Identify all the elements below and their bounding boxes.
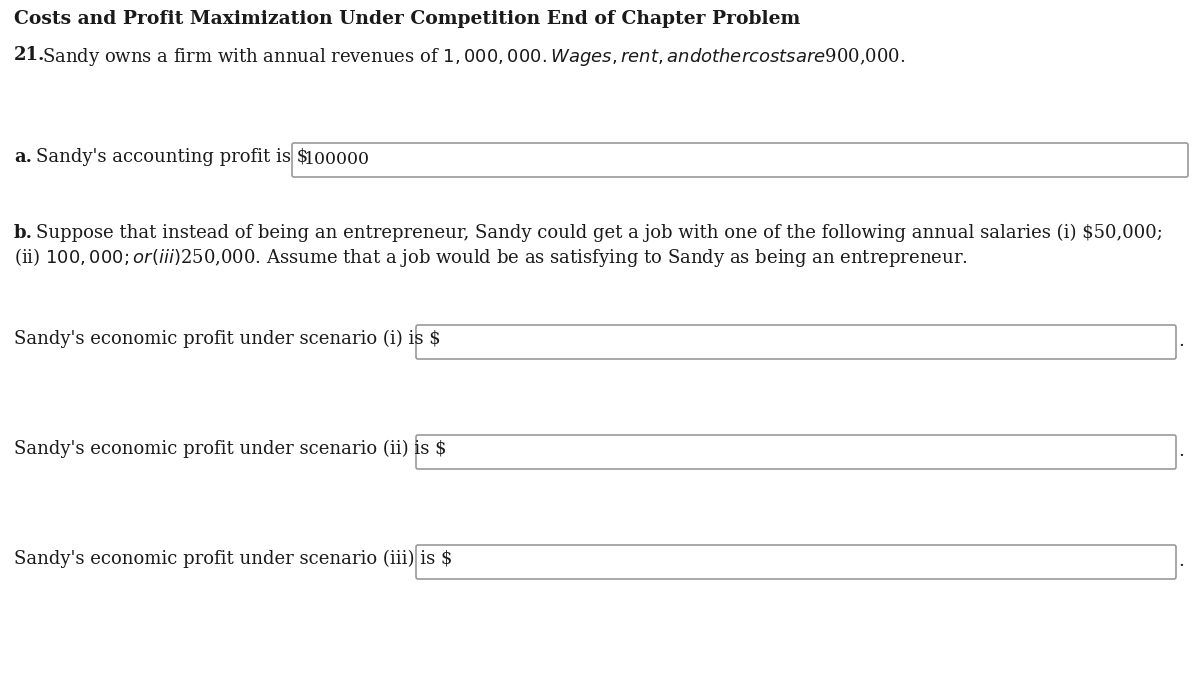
Text: .: . (1178, 332, 1184, 350)
Text: a.: a. (14, 148, 32, 166)
FancyBboxPatch shape (416, 545, 1176, 579)
Text: Sandy's economic profit under scenario (ii) is $: Sandy's economic profit under scenario (… (14, 440, 446, 459)
Text: 100000: 100000 (304, 150, 370, 168)
Text: Costs and Profit Maximization Under Competition End of Chapter Problem: Costs and Profit Maximization Under Comp… (14, 10, 800, 28)
Text: Sandy's accounting profit is $: Sandy's accounting profit is $ (36, 148, 308, 166)
Text: Sandy's economic profit under scenario (i) is $: Sandy's economic profit under scenario (… (14, 330, 440, 348)
Text: 21.: 21. (14, 46, 46, 64)
FancyBboxPatch shape (292, 143, 1188, 177)
FancyBboxPatch shape (416, 435, 1176, 469)
Text: Sandy owns a firm with annual revenues of $1,000,000. Wages, rent, and other cos: Sandy owns a firm with annual revenues o… (42, 46, 905, 68)
Text: .: . (1178, 552, 1184, 570)
Text: Suppose that instead of being an entrepreneur, Sandy could get a job with one of: Suppose that instead of being an entrepr… (36, 224, 1163, 243)
Text: b.: b. (14, 224, 34, 242)
Text: Sandy's economic profit under scenario (iii) is $: Sandy's economic profit under scenario (… (14, 550, 452, 568)
Text: .: . (1178, 442, 1184, 460)
FancyBboxPatch shape (416, 325, 1176, 359)
Text: (ii) $100,000; or (iii) $250,000. Assume that a job would be as satisfying to Sa: (ii) $100,000; or (iii) $250,000. Assume… (14, 246, 967, 269)
